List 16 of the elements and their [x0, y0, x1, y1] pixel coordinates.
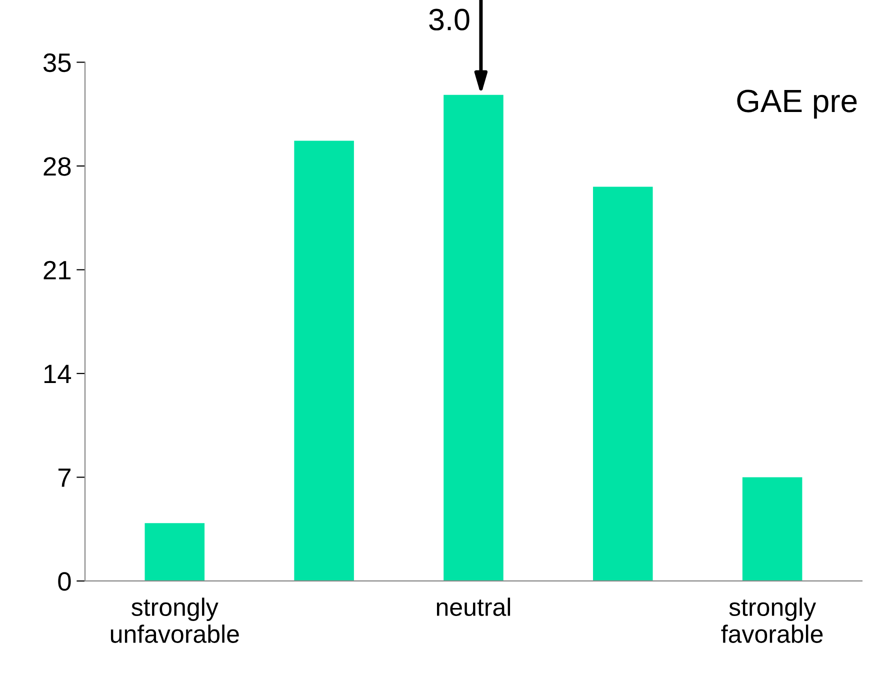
x-tick-label: strongly unfavorable — [110, 598, 239, 643]
annotation: 3.0 — [429, 8, 470, 30]
bar — [144, 523, 205, 581]
x-tick-label: neutral — [436, 598, 510, 616]
annotation: GAE pre — [737, 90, 857, 119]
x-tick-label: strongly favorable — [721, 598, 823, 643]
bar — [742, 477, 802, 581]
bar — [593, 186, 653, 581]
y-tick-label: 14 — [44, 364, 72, 384]
y-tick-label: 35 — [43, 53, 71, 72]
y-tick-label: 28 — [44, 157, 71, 176]
bar — [444, 94, 504, 581]
bar — [294, 140, 354, 581]
y-tick-label: 21 — [44, 260, 71, 280]
y-tick-label: 7 — [58, 468, 70, 487]
y-tick-label: 0 — [58, 572, 71, 591]
